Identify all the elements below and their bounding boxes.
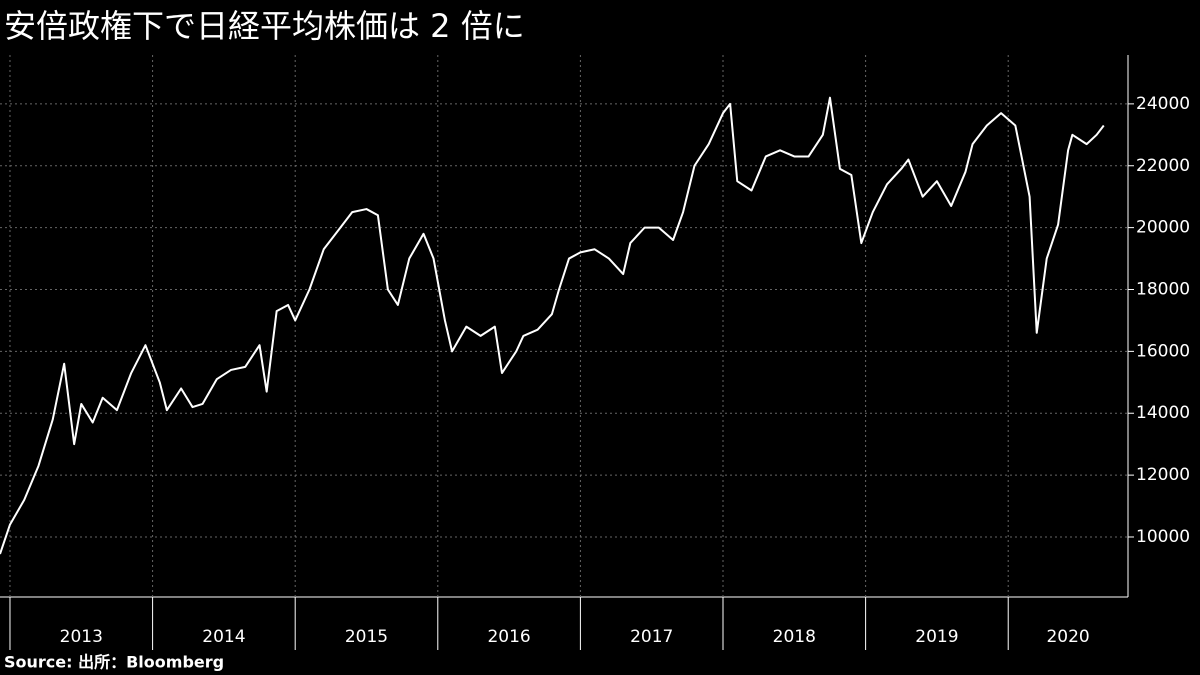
chart-title: 安倍政権下で日経平均株価は 2 倍に xyxy=(4,7,525,45)
y-tick-label: 24000 xyxy=(1136,94,1190,114)
x-tick-label: 2014 xyxy=(202,627,245,647)
x-tick-label: 2019 xyxy=(915,627,958,647)
y-tick-label: 12000 xyxy=(1136,465,1190,485)
y-tick-label: 20000 xyxy=(1136,218,1190,238)
x-tick-label: 2013 xyxy=(60,627,103,647)
price-line xyxy=(0,96,1105,555)
x-tick-label: 2016 xyxy=(487,627,530,647)
y-tick-label: 14000 xyxy=(1136,403,1190,423)
x-tick-label: 2015 xyxy=(345,627,388,647)
x-tick-label: 2018 xyxy=(773,627,816,647)
y-tick-label: 18000 xyxy=(1136,279,1190,299)
x-tick-label: 2020 xyxy=(1046,627,1089,647)
x-tick-label: 2017 xyxy=(630,627,673,647)
y-tick-label: 10000 xyxy=(1136,527,1190,547)
y-tick-label: 16000 xyxy=(1136,341,1190,361)
source: Source: 出所：Bloomberg xyxy=(4,653,224,672)
y-tick-label: 22000 xyxy=(1136,156,1190,176)
